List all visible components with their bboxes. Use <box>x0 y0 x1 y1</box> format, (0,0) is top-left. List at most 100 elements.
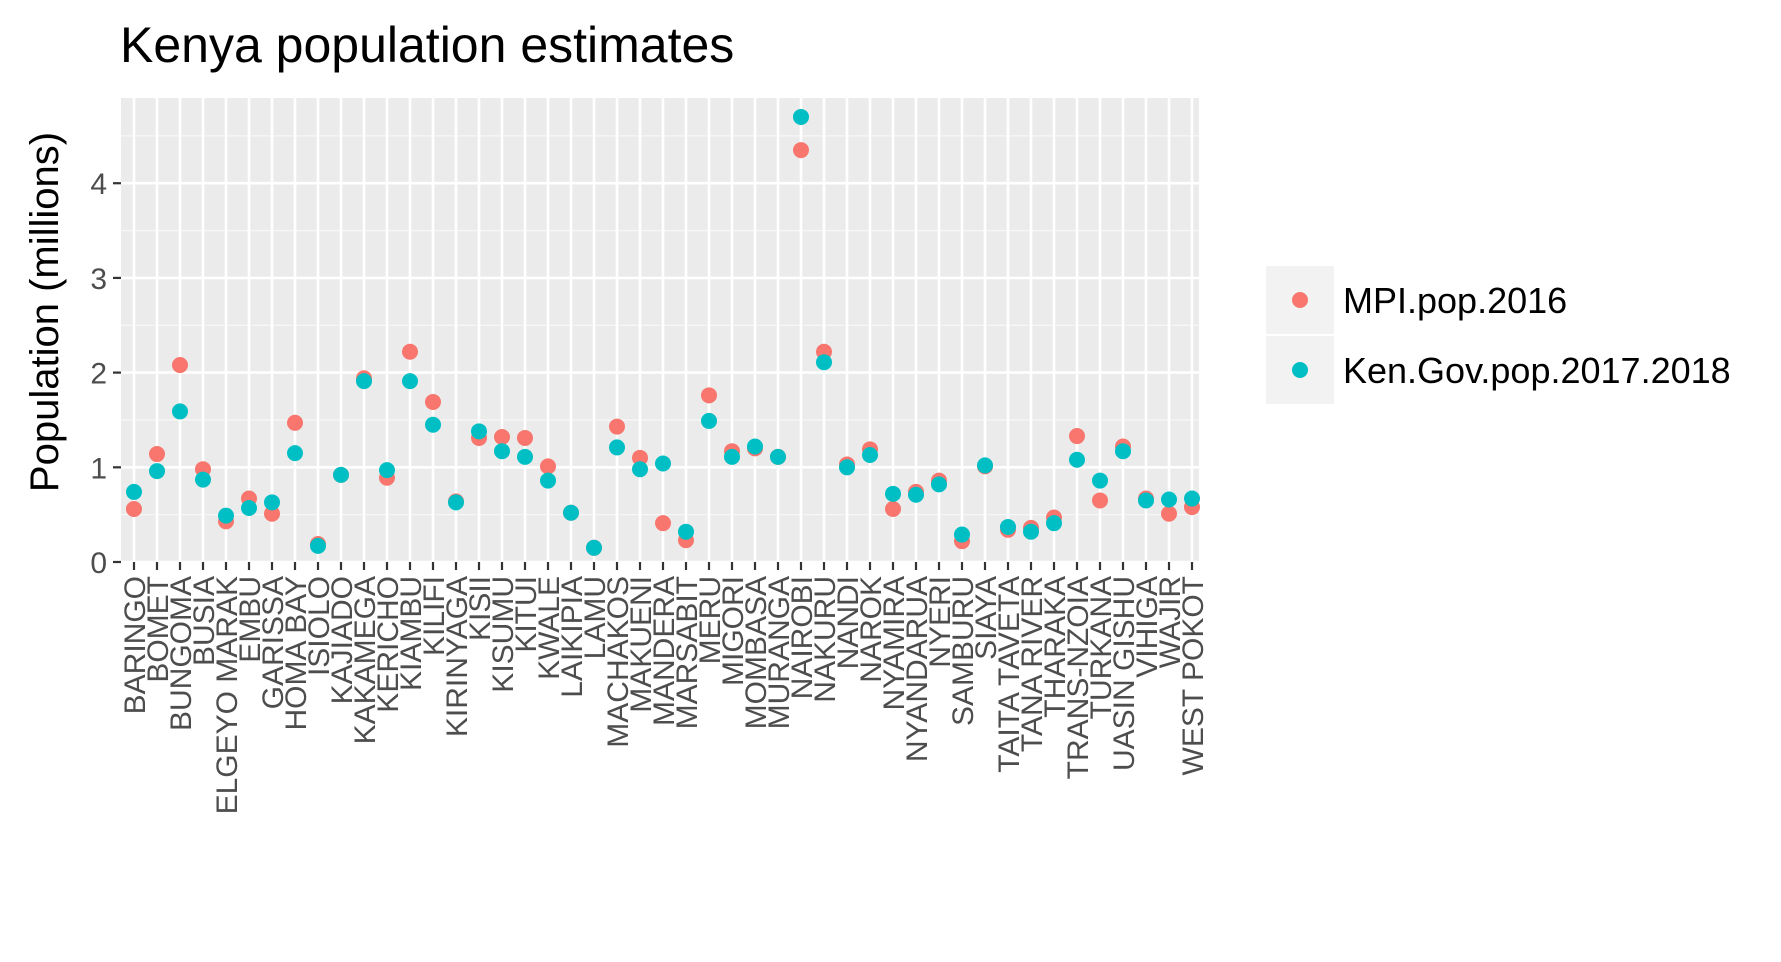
point-mpi <box>632 449 648 466</box>
x-tick-label: SAMBURU <box>947 576 980 726</box>
point-mpi <box>172 357 188 374</box>
x-tick-label: KITUI <box>510 576 543 653</box>
point-kengov <box>977 457 993 474</box>
point-kengov <box>356 373 372 390</box>
point-mpi <box>126 500 142 517</box>
x-tick-label: TURKANA <box>1085 576 1118 719</box>
x-tick-label: EMBU <box>234 576 267 663</box>
x-tick-label: MAKUENI <box>625 576 658 713</box>
point-kengov <box>494 443 510 460</box>
point-kengov <box>816 354 832 371</box>
point-kengov <box>517 448 533 465</box>
x-tick-label: KISII <box>464 576 497 641</box>
x-tick-label: MACHAKOS <box>602 576 635 748</box>
point-mpi <box>1092 492 1108 509</box>
point-kengov <box>724 448 740 465</box>
x-tick-label: WEST POKOT <box>1177 576 1210 775</box>
x-tick-label: KIAMBU <box>395 576 428 691</box>
point-kengov <box>793 108 809 125</box>
x-tick-label: MERU <box>694 576 727 664</box>
point-kengov <box>839 459 855 476</box>
x-tick-label: UASIN GISHU <box>1108 576 1141 771</box>
y-axis: 0 1 2 3 4 <box>90 168 121 580</box>
x-tick-label: KISUMU <box>487 576 520 693</box>
point-kengov <box>1138 492 1154 509</box>
point-mpi <box>149 446 165 463</box>
point-kengov <box>586 539 602 556</box>
point-kengov <box>195 471 211 488</box>
point-mpi <box>494 429 510 446</box>
point-kengov <box>931 476 947 493</box>
point-kengov <box>1115 443 1131 460</box>
legend-marker-kengov <box>1292 362 1308 378</box>
x-tick-label: NAIROBI <box>786 576 819 699</box>
x-tick-label: HOMA BAY <box>280 576 313 730</box>
x-tick-label: ELGEYO MARAK <box>211 576 244 814</box>
point-kengov <box>770 448 786 465</box>
point-kengov <box>655 455 671 472</box>
x-tick-label: MARSABIT <box>671 576 704 729</box>
x-tick-label: THARAKA <box>1039 576 1072 718</box>
legend-marker-mpi <box>1292 292 1308 308</box>
legend-label-mpi: MPI.pop.2016 <box>1343 280 1567 321</box>
legend: MPI.pop.2016 Ken.Gov.pop.2017.2018 <box>1266 266 1731 404</box>
point-mpi <box>609 418 625 435</box>
point-kengov <box>471 423 487 440</box>
point-mpi <box>540 458 556 475</box>
x-tick-label: BOMET <box>142 576 175 683</box>
x-tick-label: MURANGA <box>763 576 796 729</box>
x-tick-label: WAJIR <box>1154 576 1187 668</box>
point-kengov <box>149 463 165 480</box>
point-mpi <box>1161 505 1177 522</box>
point-kengov <box>241 500 257 517</box>
point-kengov <box>264 494 280 511</box>
x-tick-label: KERICHO <box>372 576 405 713</box>
legend-label-kengov: Ken.Gov.pop.2017.2018 <box>1343 350 1731 391</box>
point-mpi <box>287 414 303 431</box>
y-tick-label: 3 <box>90 263 107 296</box>
x-tick-label: NANDI <box>832 576 865 669</box>
point-kengov <box>747 438 763 455</box>
x-tick-label: KAKAMEGA <box>349 576 382 744</box>
point-mpi <box>402 343 418 360</box>
point-mpi <box>425 393 441 410</box>
x-tick-label: BARINGO <box>119 576 152 714</box>
point-kengov <box>563 504 579 521</box>
point-kengov <box>885 485 901 502</box>
point-kengov <box>402 373 418 390</box>
chart-title: Kenya population estimates <box>120 17 734 73</box>
point-mpi <box>517 429 533 446</box>
data-points <box>126 108 1200 556</box>
point-kengov <box>287 445 303 462</box>
x-tick-label: NYAMIRA <box>878 576 911 710</box>
point-mpi <box>264 505 280 522</box>
point-kengov <box>954 526 970 543</box>
plot-panel <box>121 98 1199 562</box>
point-kengov <box>678 523 694 540</box>
x-tick-label: TANA RIVER <box>1016 576 1049 752</box>
x-tick-label: NYANDARUA <box>901 576 934 762</box>
point-kengov <box>172 403 188 420</box>
x-tick-label: KILIFI <box>418 576 451 656</box>
x-tick-label: NYERI <box>924 576 957 668</box>
point-kengov <box>1184 490 1200 507</box>
x-tick-label: GARISSA <box>257 576 290 709</box>
point-kengov <box>1161 491 1177 508</box>
x-tick-label: SIAYA <box>970 576 1003 660</box>
x-tick-label: BUSIA <box>188 576 221 666</box>
y-tick-label: 2 <box>90 358 107 391</box>
point-kengov <box>310 537 326 554</box>
point-kengov <box>1069 451 1085 468</box>
x-tick-label: TAITA TAVETA <box>993 576 1026 773</box>
x-tick-label: MIGORI <box>717 576 750 686</box>
point-kengov <box>1000 518 1016 535</box>
point-kengov <box>908 486 924 503</box>
x-tick-label: NAROK <box>855 576 888 683</box>
x-tick-label: KIRINYAGA <box>441 576 474 737</box>
y-tick-label: 1 <box>90 452 107 485</box>
x-tick-label: LAIKIPIA <box>556 576 589 698</box>
point-kengov <box>333 466 349 483</box>
point-kengov <box>632 461 648 478</box>
